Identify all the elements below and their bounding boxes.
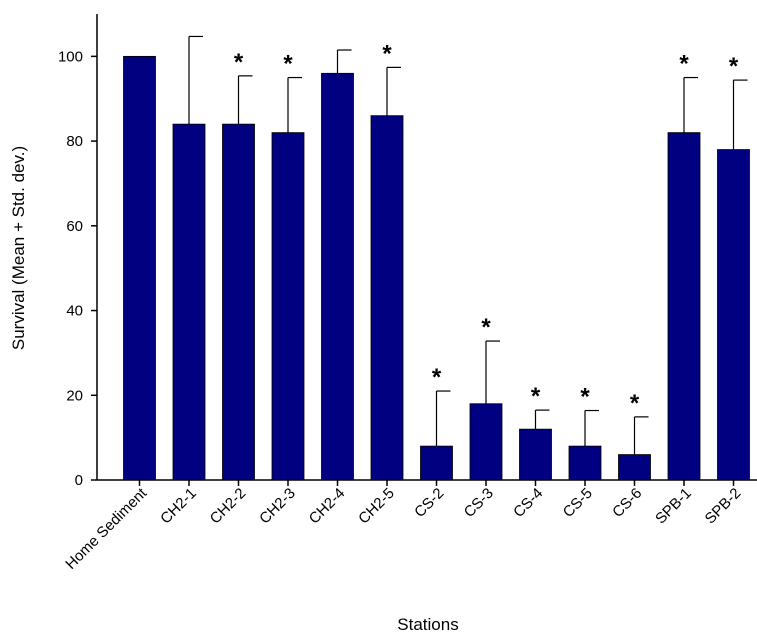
bar [172,123,206,481]
bar [370,115,404,481]
y-tick-label: 100 [58,48,83,65]
significance-marker: * [580,384,590,411]
x-tick-label: SPB-2 [702,485,745,528]
x-axis-title: Stations [397,615,458,634]
x-tick-label: CS-4 [510,485,546,521]
significance-marker: * [382,40,392,67]
significance-marker: * [630,390,640,417]
y-tick-label: 60 [66,218,83,235]
y-tick-label: 80 [66,133,83,150]
significance-marker: * [679,51,689,78]
bar [271,132,305,481]
bar [420,445,453,481]
x-tick-label: CH2-4 [306,485,349,528]
bar [222,123,255,481]
x-tick-label: CS-3 [461,485,497,521]
bar [667,132,701,481]
y-tick-label: 20 [66,387,83,404]
y-tick-label: 0 [75,472,83,489]
x-tick-label: CH2-5 [355,485,398,528]
bar [568,445,602,481]
y-tick-label: 40 [66,303,83,320]
x-tick-label: Home Sediment [62,484,151,573]
x-tick-label: CH2-1 [157,485,200,528]
bar [321,72,354,481]
x-tick-label: CS-6 [609,485,645,521]
x-tick-label: SPB-1 [652,485,695,528]
bar [469,403,503,481]
x-tick-label: CH2-3 [256,485,299,528]
significance-marker: * [531,383,541,410]
significance-marker: * [481,314,491,341]
bar [618,454,651,481]
significance-marker: * [283,51,293,78]
bar [717,149,750,481]
y-axis-title: Survival (Mean + Std. dev.) [9,146,28,350]
bar [519,428,552,481]
significance-marker: * [729,53,739,80]
x-tick-label: CS-2 [411,485,447,521]
bar [123,55,156,481]
significance-marker: * [234,49,244,76]
plot-area: 0 20 40 60 80 100 Home Sediment CH2-1 * CH2-2 * CH2… [58,14,757,573]
x-tick-label: CS-5 [560,485,596,521]
x-tick-label: CH2-2 [207,485,250,528]
significance-marker: * [432,364,442,391]
